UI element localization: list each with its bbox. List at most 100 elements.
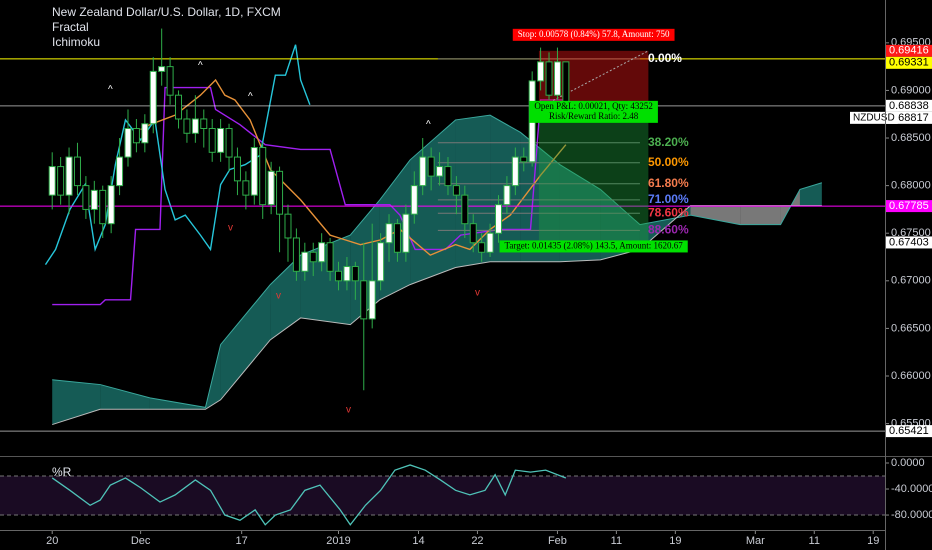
- candle-body: [284, 213, 292, 239]
- candle-body: [107, 185, 115, 225]
- fib-label: 71.00%: [648, 192, 689, 206]
- price-tag-label: 0.67403: [889, 236, 929, 248]
- candle-body: [166, 66, 174, 96]
- candle-body: [318, 242, 326, 263]
- price-tag: [886, 425, 932, 438]
- candle-body: [503, 185, 511, 206]
- position-label-text: Target: 0.01435 (2.08%) 143.5, Amount: 1…: [505, 241, 684, 251]
- x-tick-label: Mar: [746, 535, 765, 547]
- candle-body: [73, 156, 81, 187]
- fib-label: 61.80%: [648, 176, 689, 190]
- cloud-span-line: [52, 114, 822, 408]
- x-tick-label: 11: [809, 535, 820, 547]
- price-tag: [886, 99, 932, 112]
- fib-label: 78.60%: [648, 205, 689, 219]
- candle-body: [537, 61, 545, 82]
- cloud-segment: [52, 379, 101, 425]
- cloud-segment: [799, 182, 822, 206]
- y-tick-label: 0.66500: [891, 322, 931, 334]
- wr-line: [51, 464, 567, 526]
- symbol-label: NZDUSD: [853, 112, 895, 123]
- fractals: ^ ^ ^ ^ v v v v: [108, 61, 480, 416]
- cloud-segment: [455, 115, 491, 268]
- candle-body: [124, 128, 132, 158]
- x-tick-label: 19: [867, 535, 879, 547]
- chart-title: New Zealand Dollar/U.S. Dollar, 1D, FXCM: [52, 5, 281, 19]
- fractal-down: v: [276, 291, 281, 302]
- position-label-text: Stop: 0.00578 (0.84%) 57.8, Amount: 750: [518, 29, 670, 39]
- position-label-box: [512, 28, 675, 41]
- fib-label: 50.00%: [648, 155, 689, 169]
- x-tick-label: 11: [611, 535, 622, 547]
- candle-body: [494, 204, 502, 234]
- price-tag-label: 0.68817: [889, 112, 929, 124]
- position-label: Open P&L: 0.00021, Qty: 43252Risk/Reward…: [529, 100, 658, 123]
- candle-body: [562, 61, 570, 104]
- price-tag: [886, 44, 932, 57]
- candle-body: [250, 147, 258, 196]
- candle-body: [259, 147, 267, 206]
- indicator-label: Ichimoku: [52, 35, 100, 49]
- price-tag-label: 0.69331: [889, 57, 929, 69]
- candle-body: [90, 189, 98, 210]
- target-zone: [538, 107, 649, 243]
- candle-body: [360, 280, 368, 320]
- candle-body: [225, 128, 233, 158]
- cloud-segment: [270, 255, 301, 340]
- candle-body: [520, 156, 528, 163]
- pane-title: %R: [52, 465, 72, 479]
- candle-body: [393, 223, 401, 253]
- position-label-text: Risk/Reward Ratio: 2.48: [549, 111, 639, 121]
- x-tick-label: 14: [412, 535, 424, 547]
- x-tick-label: 2019: [326, 535, 350, 547]
- candle-body: [65, 156, 73, 196]
- ichimoku-line: [140, 78, 567, 256]
- x-tick-label: Feb: [548, 535, 567, 547]
- position-label: Stop: 0.00578 (0.84%) 57.8, Amount: 750: [512, 28, 675, 41]
- candle-body: [99, 189, 107, 225]
- price-tag: [886, 236, 932, 249]
- cloud-segment: [100, 384, 150, 410]
- candle-body: [191, 118, 199, 134]
- candle-body: [343, 266, 351, 282]
- candle-body: [267, 170, 275, 206]
- candle-body: [309, 251, 317, 263]
- candle-body: [183, 118, 191, 134]
- candle-body: [444, 166, 452, 187]
- candle-body: [377, 242, 385, 282]
- position-label: Target: 0.01435 (2.08%) 143.5, Amount: 1…: [499, 240, 688, 253]
- y-tick-label: 0.66000: [891, 370, 931, 382]
- position-label-box: [499, 240, 688, 253]
- price-tag: [886, 200, 932, 213]
- candle-body: [511, 156, 519, 187]
- candle-body: [478, 242, 486, 253]
- plot-layer: 0.695000.690000.685000.680000.675000.670…: [0, 28, 932, 547]
- candle-body: [326, 242, 334, 272]
- position-label-text: Open P&L: 0.00021, Qty: 43252: [534, 101, 653, 111]
- ichimoku-line: [44, 44, 311, 266]
- candle-body: [486, 232, 494, 253]
- candle-body: [553, 61, 561, 96]
- indicator-label: Fractal: [52, 20, 89, 34]
- y-tick-label: 0.69000: [891, 84, 931, 96]
- candle-body: [175, 94, 183, 120]
- candle-body: [402, 213, 410, 253]
- fractal-up: ^: [108, 85, 113, 96]
- candle-body: [452, 185, 460, 196]
- candle-body: [82, 185, 90, 210]
- cloud-segment: [690, 205, 741, 225]
- y-tick-label: 0.67500: [891, 227, 931, 239]
- candle-body: [410, 185, 418, 215]
- fractal-up: ^: [426, 120, 431, 131]
- fractal-down: v: [475, 288, 480, 299]
- fib-label: 88.60%: [648, 223, 689, 237]
- candle-body: [208, 128, 216, 153]
- price-tag-label: 0.67785: [889, 200, 929, 212]
- x-tick-label: 22: [471, 535, 483, 547]
- x-tick-label: 17: [236, 535, 248, 547]
- x-tick-label: Dec: [131, 535, 151, 547]
- candle-body: [217, 128, 225, 153]
- candle-body: [436, 166, 444, 177]
- candle-body: [368, 280, 376, 320]
